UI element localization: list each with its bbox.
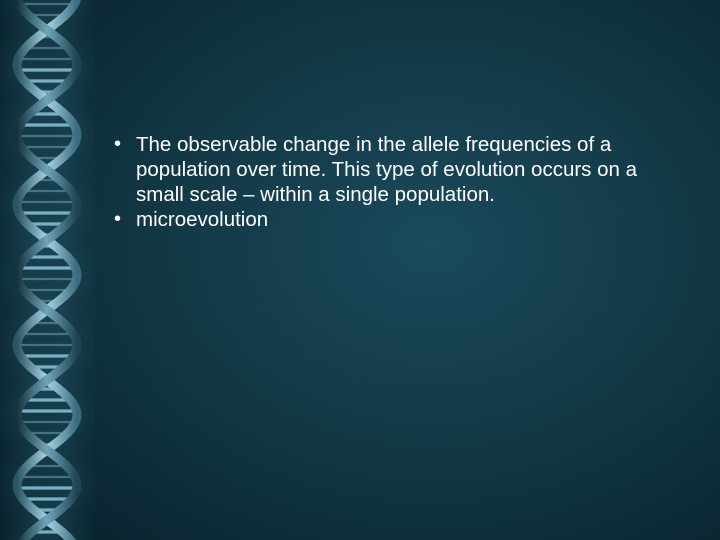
dna-helix-decoration <box>0 0 95 540</box>
bullet-text: microevolution <box>136 208 268 231</box>
bullet-text: The observable change in the allele freq… <box>136 133 637 206</box>
bullet-item: The observable change in the allele freq… <box>108 132 678 207</box>
dna-helix-svg <box>5 0 90 540</box>
bullet-item: microevolution <box>108 207 678 232</box>
bullet-list: The observable change in the allele freq… <box>108 132 678 232</box>
slide-content: The observable change in the allele freq… <box>108 132 678 232</box>
